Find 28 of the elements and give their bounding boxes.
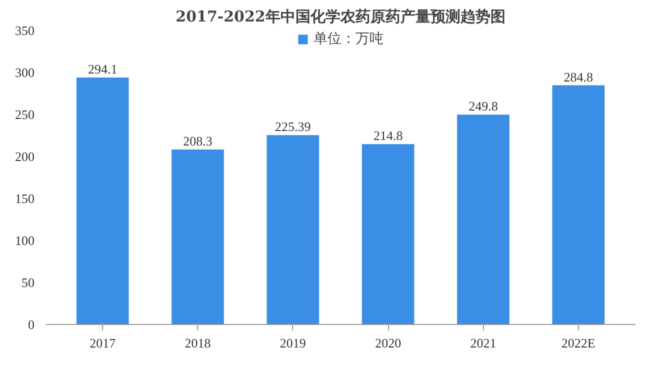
y-tick-label: 250 xyxy=(15,107,34,122)
y-tick-label: 50 xyxy=(22,275,34,290)
legend-label: 单位：万吨 xyxy=(314,30,384,48)
y-tick-label: 150 xyxy=(15,191,34,206)
chart-title: 2017-2022年中国化学农药原药产量预测趋势图 xyxy=(176,8,506,26)
data-label: 284.8 xyxy=(564,69,594,84)
data-label: 214.8 xyxy=(373,128,403,144)
bar xyxy=(172,150,224,324)
x-tick-label: 2021 xyxy=(470,336,496,350)
y-tick-label: 0 xyxy=(28,317,34,332)
x-tick-label: 2019 xyxy=(280,336,306,350)
x-tick-label: 2020 xyxy=(375,336,402,350)
y-tick-label: 100 xyxy=(15,233,34,248)
data-label: 249.8 xyxy=(468,98,498,114)
x-tick-label: 2022E xyxy=(561,336,596,350)
bar xyxy=(76,77,129,324)
data-label: 208.3 xyxy=(183,134,212,149)
data-label: 225.39 xyxy=(275,119,311,134)
y-tick-label: 200 xyxy=(15,149,34,164)
bar xyxy=(552,85,605,324)
x-tick-label: 2017 xyxy=(90,336,116,350)
bar xyxy=(457,114,510,324)
bar xyxy=(362,144,414,324)
x-tick-label: 2018 xyxy=(184,336,211,350)
data-label: 294.1 xyxy=(88,61,118,76)
y-tick-label: 300 xyxy=(15,65,34,80)
bar xyxy=(266,135,320,324)
y-tick-label: 350 xyxy=(15,23,34,38)
